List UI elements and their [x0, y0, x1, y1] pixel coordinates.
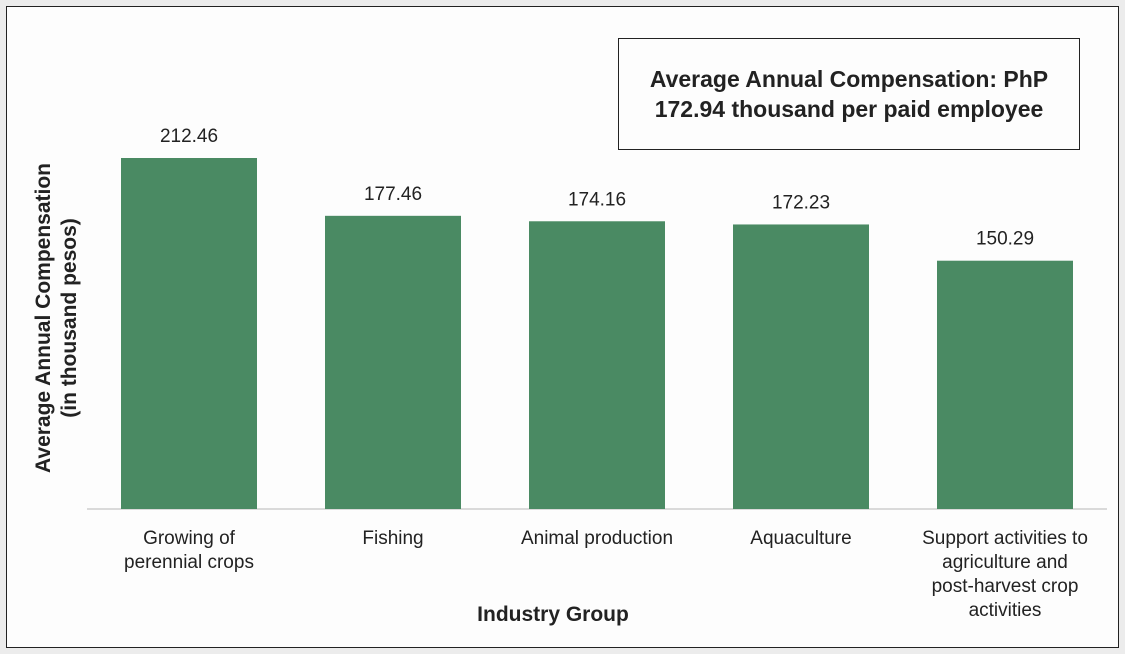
category-label-4: Support activities to agriculture and post… [922, 528, 1088, 621]
x-axis-title: Industry Group [477, 603, 629, 626]
category-label-2: Animal production [521, 528, 673, 549]
category-label-line: Animal production [521, 528, 673, 549]
chart-annotation: Average Annual Compensation: PhP 172.94 … [649, 66, 1049, 122]
category-label-line: post-harvest crop [932, 576, 1079, 597]
category-label-1: Fishing [362, 528, 423, 549]
category-label-line: perennial crops [124, 552, 254, 573]
bar-1 [325, 215, 461, 510]
y-axis-title: Average Annual Compensation (in thousand … [32, 163, 81, 473]
value-label-0: 212.46 [160, 126, 218, 147]
category-label-line: activities [969, 600, 1042, 621]
value-label-4: 150.29 [976, 229, 1034, 250]
value-label-3: 172.23 [772, 192, 830, 213]
category-label-line: Growing of [143, 528, 236, 549]
category-label-line: Aquaculture [750, 528, 851, 549]
y-axis-title-line: Average Annual Compensation [32, 163, 55, 473]
bar-0 [121, 158, 257, 509]
category-label-line: Support activities to [922, 528, 1088, 549]
y-axis-title-line: (in thousand pesos) [58, 218, 81, 418]
bar-2 [529, 221, 665, 509]
category-label-3: Aquaculture [750, 528, 851, 549]
bar-4 [937, 260, 1073, 509]
value-label-2: 174.16 [568, 189, 626, 210]
chart-annotation-box: Average Annual Compensation: PhP 172.94 … [618, 38, 1080, 150]
bar-3 [733, 224, 869, 509]
category-label-line: Fishing [362, 528, 423, 549]
category-label-line: agriculture and [942, 552, 1068, 573]
category-label-0: Growing of perennial crops [124, 528, 254, 573]
value-label-1: 177.46 [364, 184, 422, 205]
